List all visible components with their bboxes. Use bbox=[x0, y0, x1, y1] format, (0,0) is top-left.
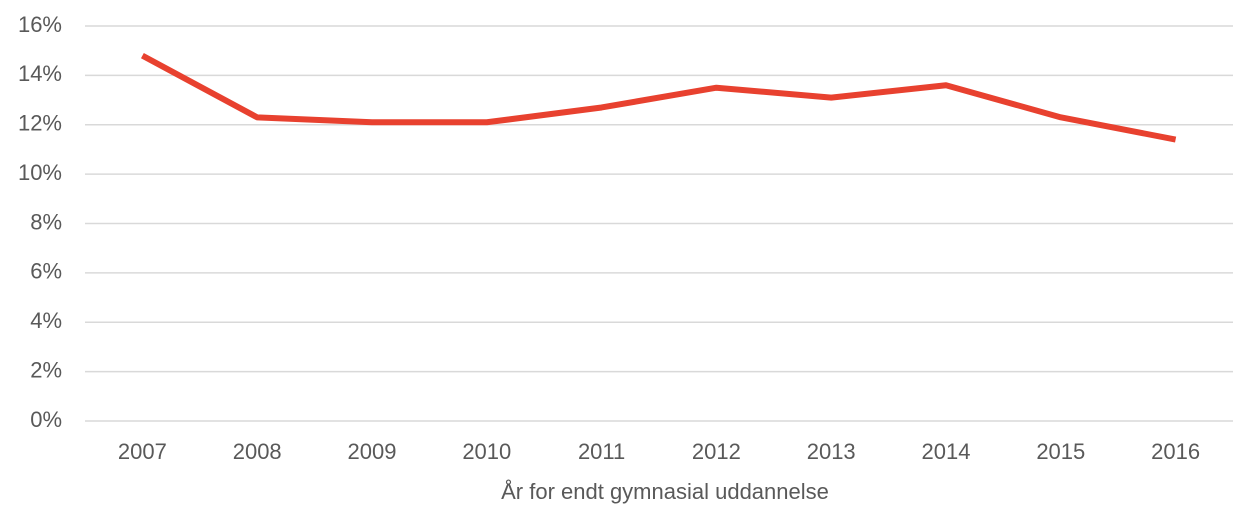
y-tick-label: 14% bbox=[18, 61, 62, 86]
y-tick-label: 0% bbox=[30, 407, 62, 432]
x-tick-label: 2008 bbox=[233, 439, 282, 464]
y-tick-label: 10% bbox=[18, 160, 62, 185]
y-tick-label: 12% bbox=[18, 111, 62, 136]
x-tick-label: 2013 bbox=[807, 439, 856, 464]
y-tick-label: 6% bbox=[30, 259, 62, 284]
x-tick-label: 2014 bbox=[922, 439, 971, 464]
x-axis-title: År for endt gymnasial uddannelse bbox=[501, 479, 829, 504]
x-tick-label: 2012 bbox=[692, 439, 741, 464]
y-tick-label: 16% bbox=[18, 12, 62, 37]
data-line bbox=[140, 52, 1177, 143]
x-tick-label: 2011 bbox=[578, 439, 625, 464]
x-tick-label: 2010 bbox=[462, 439, 511, 464]
x-tick-label: 2009 bbox=[348, 439, 397, 464]
x-tick-label: 2015 bbox=[1036, 439, 1085, 464]
y-tick-label: 8% bbox=[30, 209, 62, 234]
x-tick-label: 2007 bbox=[118, 439, 167, 464]
y-tick-label: 2% bbox=[30, 357, 62, 382]
y-tick-label: 4% bbox=[30, 308, 62, 333]
x-tick-label: 2016 bbox=[1151, 439, 1200, 464]
